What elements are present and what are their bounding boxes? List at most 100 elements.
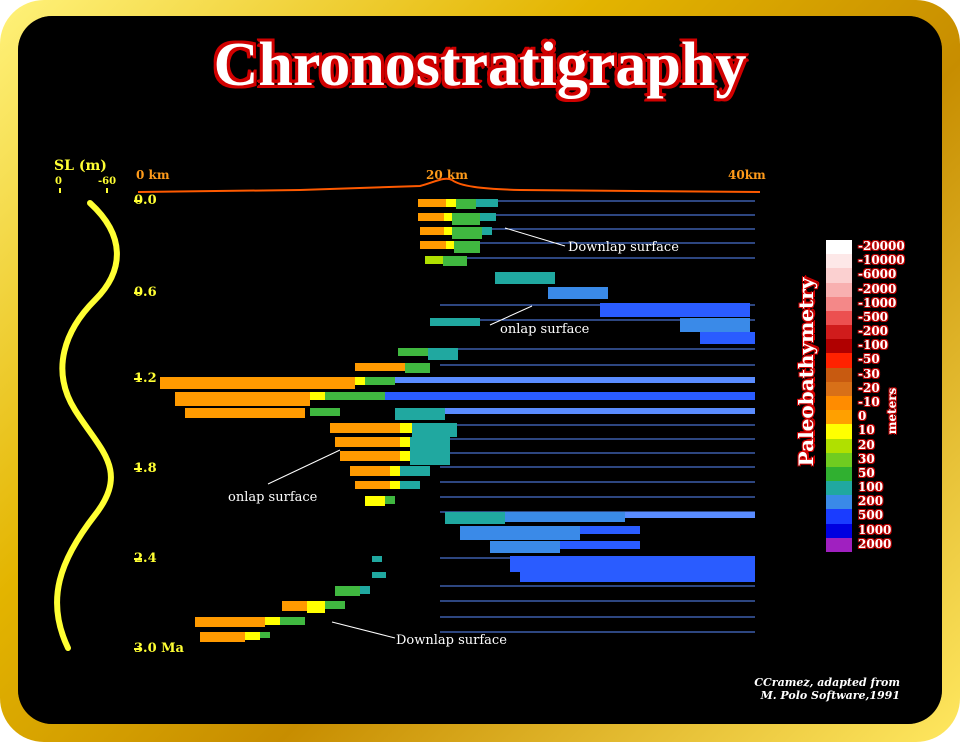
facies-block	[360, 586, 370, 594]
facies-block	[355, 481, 390, 489]
credit: CCramez, adapted from M. Polo Software,1…	[730, 676, 900, 702]
onlap-surface-label: onlap surface	[500, 322, 590, 337]
leader-line	[267, 449, 341, 485]
age-label: 2.4	[134, 551, 157, 566]
legend-label: -500	[858, 309, 889, 324]
facies-block	[400, 437, 410, 447]
facies-block	[480, 213, 496, 221]
facies-block	[260, 632, 270, 638]
legend-label: 50	[858, 465, 875, 480]
legend-label: 20	[858, 437, 875, 452]
facies-block	[340, 451, 400, 461]
facies-block	[385, 392, 755, 400]
facies-block	[265, 617, 280, 625]
facies-block	[430, 318, 480, 326]
legend-swatch	[826, 424, 852, 440]
facies-block	[200, 632, 245, 642]
facies-block	[395, 408, 445, 420]
facies-block	[482, 227, 492, 235]
facies-block	[444, 213, 452, 221]
legend-label: -6000	[858, 267, 897, 282]
legend-label: -50	[858, 352, 880, 367]
legend-swatch	[826, 481, 852, 496]
facies-block	[355, 363, 405, 371]
legend-title: Paleobathymetry	[794, 277, 818, 467]
legend-label: -200	[858, 324, 889, 339]
facies-block	[452, 227, 482, 239]
legend-label: 100	[858, 480, 884, 495]
leader-line	[504, 227, 566, 247]
facies-block	[625, 512, 755, 518]
facies-block	[420, 241, 446, 249]
facies-block	[490, 541, 560, 553]
facies-block	[390, 466, 400, 476]
legend-swatch	[826, 438, 852, 454]
legend-label: 200	[858, 494, 884, 509]
legend-swatch	[826, 339, 852, 354]
facies-block	[410, 451, 450, 465]
facies-block	[310, 408, 340, 416]
facies-block	[680, 318, 750, 332]
downlap-surface-label: Downlap surface	[396, 633, 507, 648]
facies-block	[495, 272, 555, 284]
legend-swatch	[826, 240, 852, 255]
legend-swatch	[826, 537, 852, 553]
age-label: 0.6	[134, 285, 157, 300]
facies-block	[700, 332, 755, 344]
legend-label: 500	[858, 508, 884, 523]
topography-line	[137, 177, 761, 193]
legend-swatch	[826, 466, 852, 482]
facies-block	[372, 572, 386, 578]
sea-level-tick-60: -60	[98, 176, 117, 187]
legend-swatch	[826, 367, 852, 383]
downlap-surface-label: Downlap surface	[568, 240, 679, 255]
facies-block	[335, 586, 360, 596]
legend-swatch	[826, 410, 852, 425]
facies-block	[400, 423, 412, 433]
facies-block	[350, 466, 390, 476]
facies-block	[185, 408, 305, 418]
facies-block	[600, 303, 750, 317]
facies-block	[390, 481, 400, 489]
distance-label-40: 40km	[728, 168, 766, 182]
legend-units: meters	[885, 387, 899, 435]
paleobathymetry-legend: -20000 -10000 -6000 -2000 -1000 -500 -200 -100-…	[826, 239, 926, 553]
facies-block	[460, 526, 580, 540]
facies-block	[418, 213, 444, 221]
legend-label: 0	[858, 409, 867, 424]
legend-swatch	[826, 310, 852, 326]
facies-block	[446, 241, 454, 249]
credit-line: M. Polo Software,1991	[760, 689, 900, 702]
legend-label: -2000	[858, 281, 897, 296]
facies-block	[560, 541, 640, 549]
facies-block	[400, 451, 410, 461]
legend-label: 2000	[858, 536, 892, 551]
black-panel	[18, 16, 942, 724]
legend-swatch	[826, 452, 852, 468]
distance-label-20: 20 km	[426, 168, 468, 182]
onlap-surface-label: onlap surface	[228, 490, 318, 505]
facies-block	[410, 437, 450, 451]
facies-block	[446, 199, 456, 207]
facies-block	[405, 363, 430, 373]
facies-block	[325, 392, 385, 400]
legend-swatch	[826, 396, 852, 411]
facies-block	[325, 601, 345, 609]
facies-block	[385, 496, 395, 504]
leader-line	[489, 305, 533, 326]
facies-block	[548, 287, 608, 299]
facies-block	[398, 348, 428, 356]
legend-swatch	[826, 495, 852, 510]
facies-block	[418, 199, 446, 207]
legend-label: 1000	[858, 522, 892, 537]
facies-block	[443, 256, 467, 266]
facies-block	[245, 632, 260, 640]
legend-swatch	[826, 523, 852, 539]
legend-label: 30	[858, 451, 875, 466]
facies-block	[400, 481, 420, 489]
facies-block	[425, 256, 443, 264]
facies-block	[365, 377, 395, 385]
legend-label: -20000	[858, 239, 905, 253]
